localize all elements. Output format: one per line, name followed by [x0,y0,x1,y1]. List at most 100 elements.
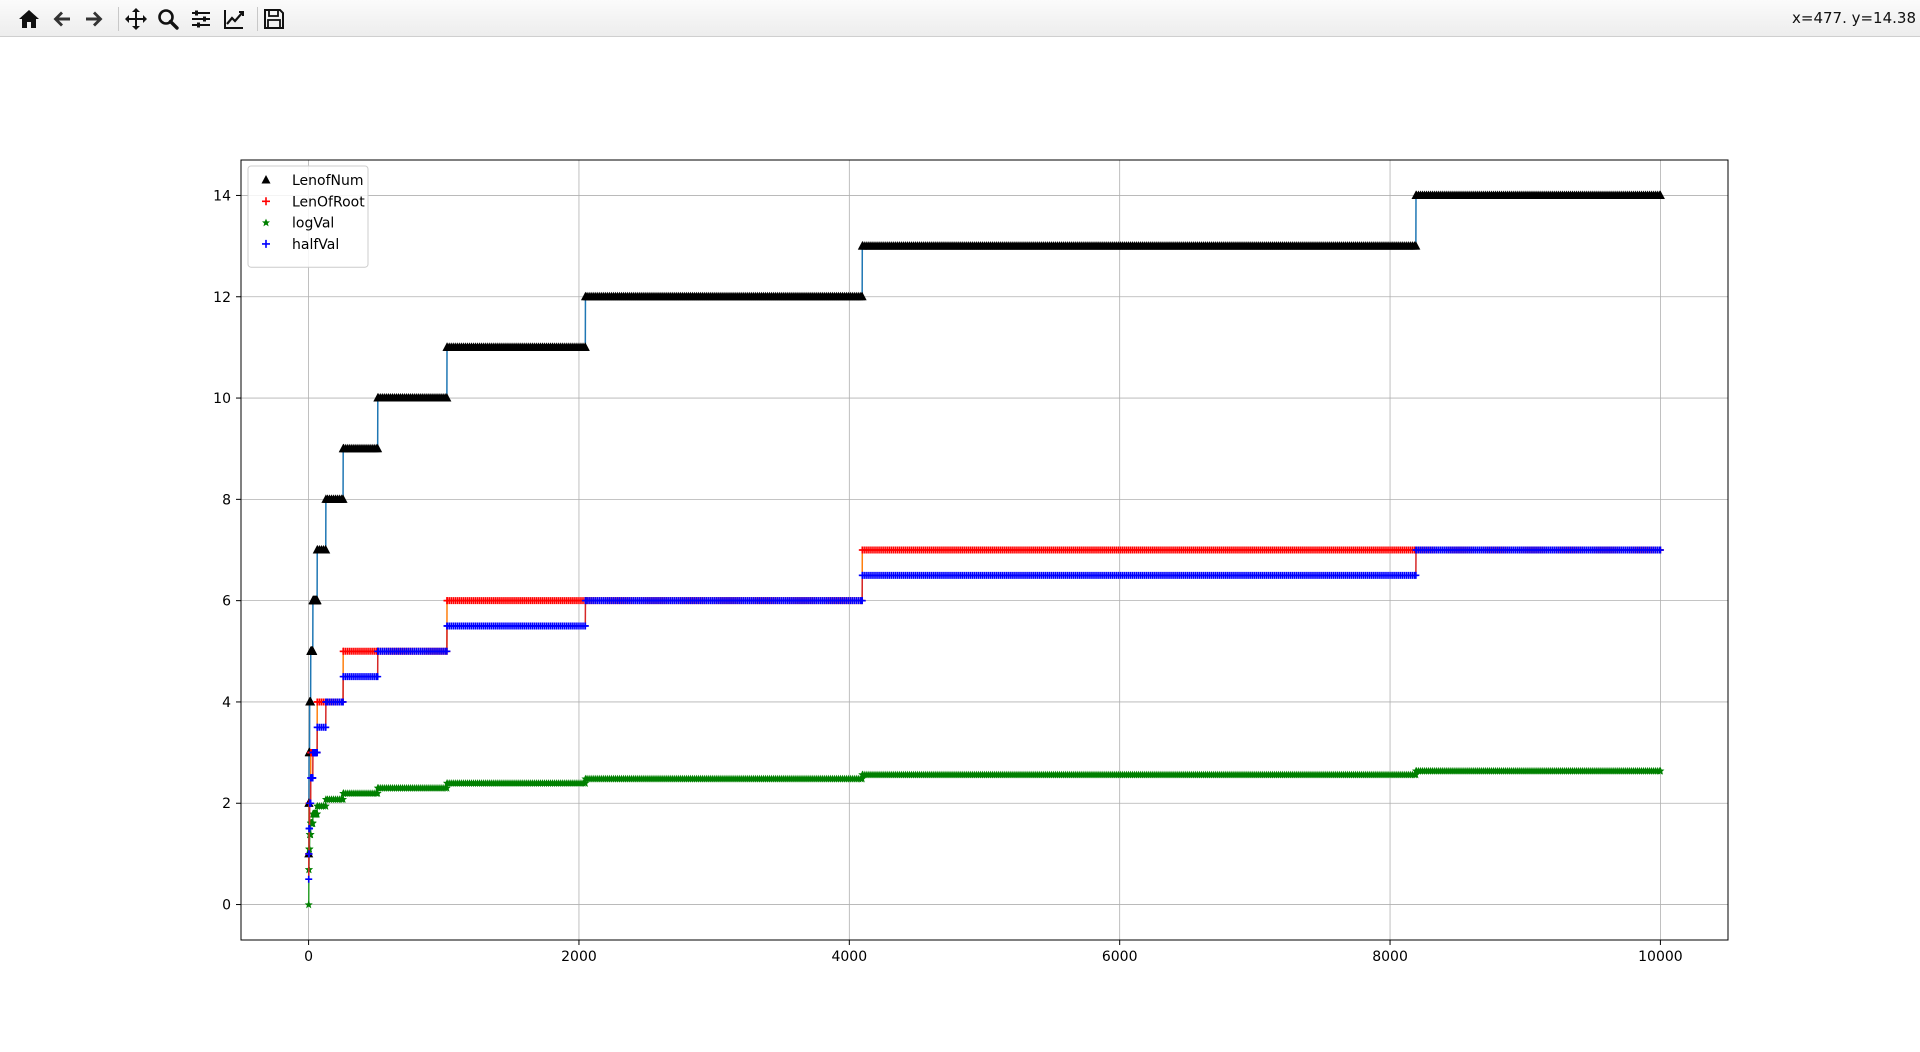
data-point [309,774,317,782]
data-point [1412,571,1420,579]
data-point [312,595,322,605]
legend-label: halfVal [292,237,339,253]
data-point [306,696,316,706]
series-LenofNum [304,190,1665,858]
data-point [308,819,317,827]
series-markers-halfVal [305,546,1664,883]
pan-button[interactable] [121,4,151,34]
series-halfVal [305,546,1664,883]
x-tick-label: 8000 [1372,949,1408,965]
data-point [321,801,330,810]
legend-label: LenofNum [292,173,364,189]
data-point [313,749,321,757]
data-point [580,342,590,351]
move-icon [125,8,147,30]
data-point [373,783,382,792]
edit-axis-button[interactable] [219,4,249,34]
data-point [373,393,383,402]
y-tick-label: 4 [222,695,231,711]
data-point [857,291,867,301]
x-tick-label: 10000 [1638,949,1683,965]
data-point [339,673,347,681]
data-point [1656,766,1665,775]
data-point [442,393,452,402]
legend-marker [262,197,270,206]
series-logVal [304,766,1665,909]
legend-frame [247,165,369,268]
data-point [338,494,348,503]
legend-marker [261,175,271,184]
x-tick-label: 4000 [831,949,867,965]
save-button[interactable] [259,4,289,34]
data-point [321,545,331,554]
data-point [338,443,348,453]
data-point [857,241,867,250]
series-markers-logVal [304,766,1665,909]
back-button[interactable] [47,4,77,34]
data-point [313,809,322,818]
legend-label: LenOfRoot [292,194,365,210]
data-point [339,795,348,804]
y-tick-label: 12 [213,290,231,306]
data-point [306,825,314,833]
data-point [858,597,866,605]
data-point [858,571,866,579]
data-point [321,795,330,804]
data-point [322,723,330,731]
data-point [443,622,451,630]
y-tick-label: 14 [213,188,231,204]
data-point [581,622,589,630]
data-point [1411,770,1420,779]
home-button[interactable] [14,4,44,34]
data-point [858,546,866,554]
arrow-left-icon [53,11,70,27]
data-point [858,770,867,779]
legend-marker [262,239,270,248]
y-tick-label: 2 [222,796,231,812]
zoom-button[interactable] [153,4,183,34]
legend-label: logVal [292,216,334,232]
data-point [373,789,382,798]
y-tick-label: 8 [222,492,231,508]
y-tick-label: 10 [213,391,231,407]
data-point [580,291,590,301]
cursor-coordinates: x=477. y=14.38 [1792,9,1916,27]
data-point [443,647,451,655]
axes-frame [240,159,1729,941]
data-point [307,799,315,807]
sliders-icon [192,10,210,28]
data-point [581,779,590,787]
x-tick-label: 6000 [1102,949,1138,965]
forward-button[interactable] [79,4,109,34]
data-point [374,673,382,681]
configure-subplots-button[interactable] [186,4,216,34]
data-point [339,789,348,798]
data-point [442,783,451,792]
series-line-LenofNum [307,194,1661,854]
grid [241,160,1728,940]
data-point [1412,546,1420,554]
data-point [374,647,382,655]
data-point [1411,241,1421,250]
data-point [305,875,313,883]
floppy-disk-icon [264,9,284,29]
data-point [581,774,590,783]
data-point [322,698,330,706]
y-tick-label: 0 [222,898,231,914]
toolbar: x=477. y=14.38 [0,0,1920,37]
y-tick-label: 6 [222,594,231,610]
data-point [305,850,313,858]
x-tick-label: 2000 [561,949,597,965]
data-point [308,646,318,655]
line-chart-icon [224,10,244,29]
arrow-right-icon [86,11,103,27]
figure-canvas[interactable]: 0 2000 4000 6000 8000 10000 0 2 4 6 8 10 12 14 LenofNu… [0,37,1920,1052]
data-point [1411,190,1421,199]
data-point [858,774,867,783]
legend: LenofNum LenOfRoot logVal halfVal [247,165,369,268]
series-line-logVal [307,770,1661,905]
magnifier-icon [158,9,179,30]
data-point [443,597,451,605]
data-point [443,779,452,787]
home-icon [19,10,39,28]
